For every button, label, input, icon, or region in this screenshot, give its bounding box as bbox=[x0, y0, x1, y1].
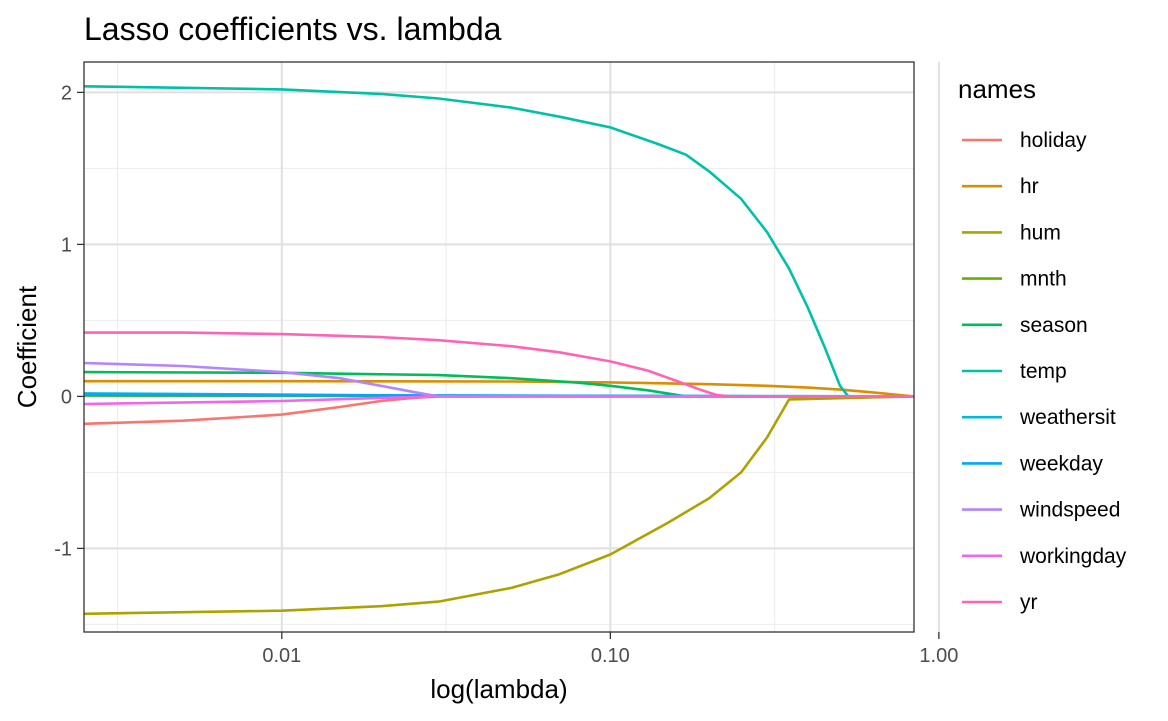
series-line-hr bbox=[84, 379, 915, 398]
series-line-workingday bbox=[83, 395, 914, 406]
series-layer bbox=[83, 85, 915, 616]
legend-label-workingday: workingday bbox=[1019, 545, 1127, 568]
legend-label-windspeed: windspeed bbox=[1019, 499, 1120, 522]
y-tick-label: 1 bbox=[61, 234, 72, 256]
y-axis-title: Coefficient bbox=[12, 285, 42, 408]
series-line-temp bbox=[83, 85, 914, 398]
x-tick-label: 1.00 bbox=[919, 645, 958, 667]
x-axis-title: log(lambda) bbox=[430, 674, 567, 704]
y-tick-label: 0 bbox=[61, 386, 72, 408]
legend: names holiday hr hum mnth season temp weathers… bbox=[958, 74, 1127, 614]
x-axis: 0.01 0.10 1.00 bbox=[262, 632, 958, 667]
grid-minor bbox=[84, 62, 914, 632]
y-tick-label: -1 bbox=[54, 538, 72, 560]
series-line-hum bbox=[83, 395, 915, 616]
chart-title: Lasso coefficients vs. lambda bbox=[84, 11, 502, 47]
series-line-season bbox=[83, 370, 914, 398]
y-axis: -1 0 1 2 bbox=[54, 82, 84, 560]
legend-title: names bbox=[958, 74, 1036, 104]
legend-label-hum: hum bbox=[1020, 221, 1061, 244]
x-tick-label: 0.10 bbox=[591, 645, 630, 667]
legend-label-weekday: weekday bbox=[1019, 452, 1103, 475]
legend-label-yr: yr bbox=[1020, 591, 1038, 614]
legend-label-temp: temp bbox=[1020, 360, 1067, 383]
series-line-yr bbox=[84, 331, 914, 398]
legend-label-mnth: mnth bbox=[1020, 268, 1067, 291]
legend-label-weathersit: weathersit bbox=[1019, 406, 1116, 429]
series-line-windspeed bbox=[83, 361, 914, 398]
y-tick-label: 2 bbox=[61, 82, 72, 104]
legend-label-holiday: holiday bbox=[1020, 129, 1087, 152]
x-tick-label: 0.01 bbox=[262, 645, 301, 667]
plot-panel-border bbox=[83, 61, 915, 633]
legend-label-hr: hr bbox=[1020, 175, 1039, 198]
legend-label-season: season bbox=[1020, 314, 1088, 337]
